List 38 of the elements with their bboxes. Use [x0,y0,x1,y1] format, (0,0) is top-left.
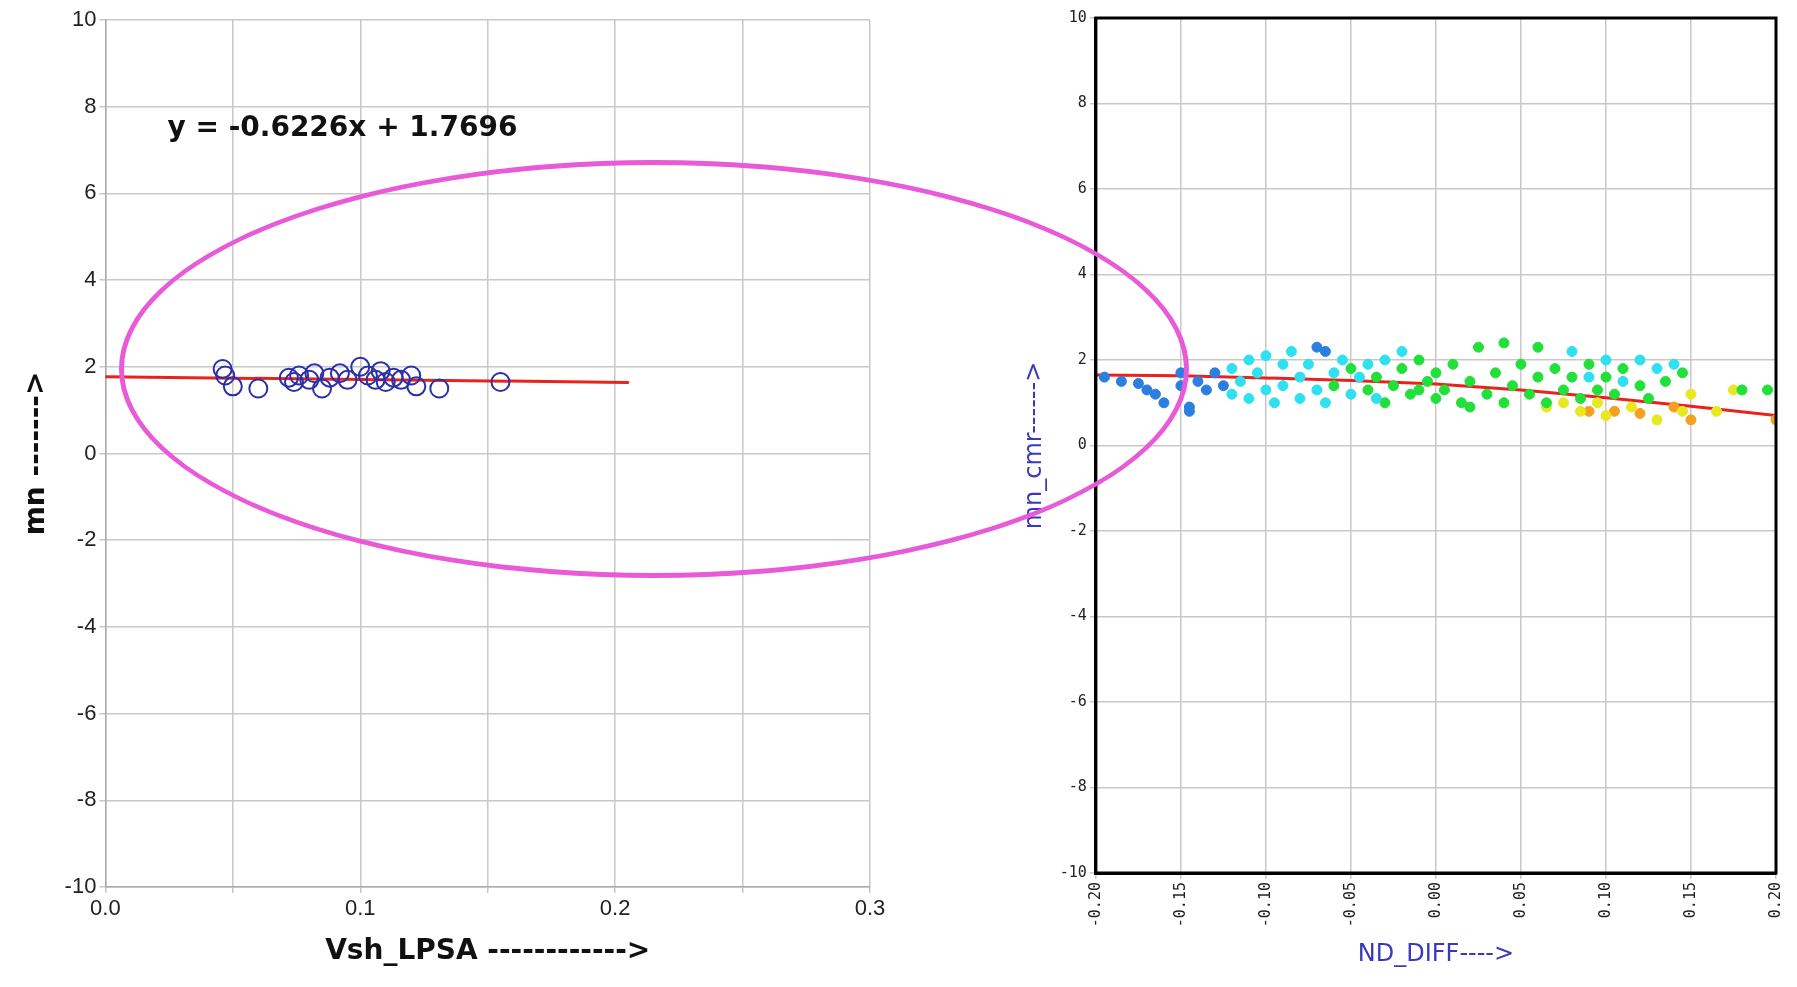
x-tick-label: 0.20 [1765,882,1784,919]
x-tick-label: -0.05 [1340,882,1359,928]
y-tick-label: 0 [1077,435,1087,454]
y-tick-label: -8 [1068,777,1087,796]
x-axis-title: Vsh_LPSA ------------> [325,933,651,967]
y-tick-label: 6 [1077,178,1087,197]
annotation: y = -0.6226x + 1.7696 [167,109,518,143]
y-tick-label: -4 [1068,606,1087,625]
y-tick-label: 10 [1068,7,1087,26]
x-axis-title: ND_DIFF----> [1357,938,1515,967]
x-tick-label: 0.1 [344,895,376,921]
y-tick-label: 6 [84,179,97,205]
y-tick-label: 10 [71,6,97,32]
y-tick-label: -2 [1068,520,1087,539]
y-tick-label: 0 [84,439,97,465]
x-tick-label: 0.15 [1680,882,1699,919]
y-tick-label: 4 [1077,264,1087,283]
y-tick-label: -10 [1059,862,1087,881]
x-tick-label: -0.15 [1170,882,1189,928]
y-tick-label: 8 [1077,93,1087,112]
y-tick-label: -6 [1068,691,1087,710]
x-tick-label: -0.10 [1255,882,1274,928]
x-tick-label: 0.10 [1595,882,1614,919]
y-tick-label: 8 [84,92,97,118]
x-tick-label: 0.05 [1510,882,1529,919]
x-tick-label: 0.2 [599,895,631,921]
y-axis-title: mn -------> [18,371,52,536]
y-axis-title: mn_cmr------> [1018,361,1047,530]
y-tick-label: -8 [76,786,97,812]
y-tick-label: -6 [76,699,97,725]
y-tick-label: 2 [1077,349,1087,368]
y-tick-label: -2 [76,526,97,552]
x-tick-label: 0.00 [1425,882,1444,919]
y-tick-label: 4 [84,266,97,292]
x-tick-label: 0.3 [854,895,886,921]
y-tick-label: -4 [76,612,97,638]
y-tick-label: 2 [84,352,97,378]
x-tick-label: -0.20 [1085,882,1104,928]
